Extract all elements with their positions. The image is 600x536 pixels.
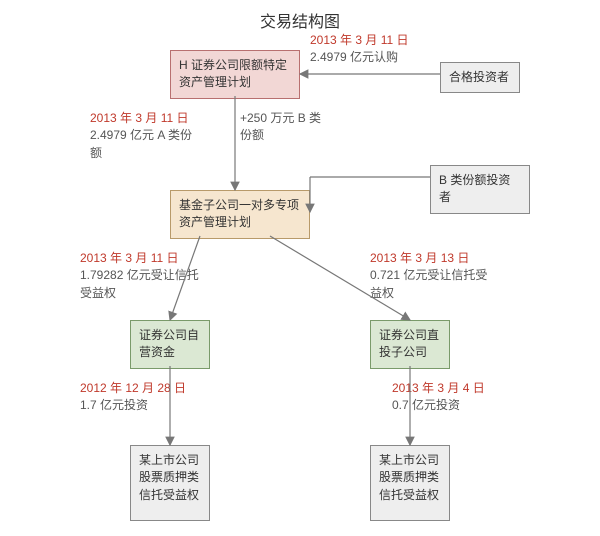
label-left-mid: 2013 年 3 月 11 日 1.79282 亿元受让信托受益权: [80, 250, 200, 302]
label-date: 2013 年 3 月 4 日: [392, 380, 512, 397]
label-b-share: +250 万元 B 类份额: [240, 110, 330, 145]
node-fund-subsidiary: 基金子公司一对多专项资产管理计划: [170, 190, 310, 239]
node-direct-investment: 证券公司直投子公司: [370, 320, 450, 369]
label-amount: +250 万元 B 类份额: [240, 110, 330, 145]
node-b-share-investor: B 类份额投资者: [430, 165, 530, 214]
label-date: 2013 年 3 月 11 日: [80, 250, 200, 267]
label-amount: 1.79282 亿元受让信托受益权: [80, 267, 200, 302]
node-qualified-investor: 合格投资者: [440, 62, 520, 93]
node-proprietary-fund: 证券公司自营资金: [130, 320, 210, 369]
label-top-right: 2013 年 3 月 11 日 2.4979 亿元认购: [310, 32, 409, 67]
node-h-securities: H 证券公司限额特定资产管理计划: [170, 50, 300, 99]
label-amount: 2.4979 亿元 A 类份额: [90, 127, 200, 162]
label-left-bot: 2012 年 12 月 28 日 1.7 亿元投资: [80, 380, 210, 415]
label-right-bot: 2013 年 3 月 4 日 0.7 亿元投资: [392, 380, 512, 415]
label-amount: 0.7 亿元投资: [392, 397, 512, 414]
label-right-mid: 2013 年 3 月 13 日 0.721 亿元受让信托受益权: [370, 250, 490, 302]
node-trust-1: 某上市公司股票质押类信托受益权: [130, 445, 210, 521]
label-amount: 2.4979 亿元认购: [310, 49, 409, 66]
label-amount: 0.721 亿元受让信托受益权: [370, 267, 490, 302]
label-a-share: 2013 年 3 月 11 日 2.4979 亿元 A 类份额: [90, 110, 200, 162]
label-date: 2013 年 3 月 11 日: [90, 110, 200, 127]
label-date: 2013 年 3 月 13 日: [370, 250, 490, 267]
label-date: 2013 年 3 月 11 日: [310, 32, 409, 49]
node-trust-2: 某上市公司股票质押类信托受益权: [370, 445, 450, 521]
label-amount: 1.7 亿元投资: [80, 397, 210, 414]
diagram-title: 交易结构图: [0, 8, 600, 32]
label-date: 2012 年 12 月 28 日: [80, 380, 210, 397]
